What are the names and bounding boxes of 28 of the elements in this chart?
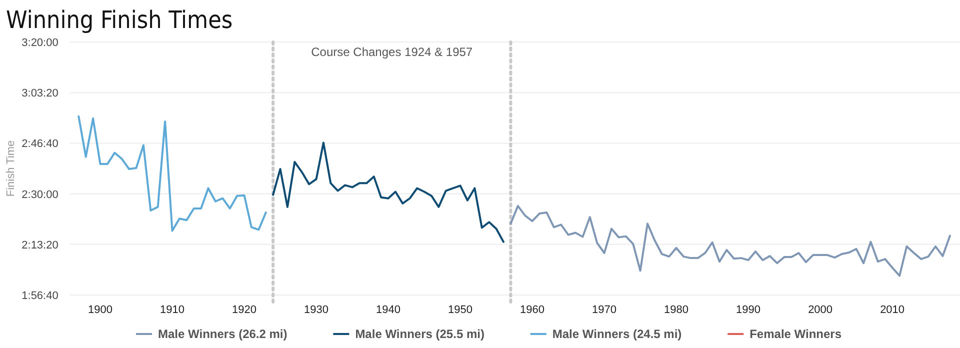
x-tick-label: 1960: [520, 304, 545, 316]
legend-label: Male Winners (24.5 mi): [552, 327, 682, 341]
x-tick-label: 1940: [376, 304, 401, 316]
y-tick-label: 2:46:40: [22, 138, 58, 150]
line-series: [272, 142, 504, 243]
x-tick-label: 1970: [592, 304, 617, 316]
line-series: [78, 115, 267, 232]
x-tick-label: 2010: [880, 304, 905, 316]
x-tick-label: 1900: [88, 304, 112, 316]
y-tick-label: 2:30:00: [22, 188, 58, 201]
annotation: Course Changes 1924 & 1957: [311, 45, 473, 59]
x-tick-label: 2000: [808, 304, 833, 316]
y-tick-label: 1:56:40: [22, 290, 58, 302]
y-axis-title: Finish Time: [5, 140, 17, 197]
x-tick-label: 1980: [664, 304, 689, 316]
legend-label: Female Winners: [750, 327, 842, 341]
line-series: [510, 204, 951, 277]
chart-title: Winning Finish Times: [6, 6, 233, 34]
x-tick-label: 1930: [304, 304, 329, 316]
x-tick-label: 1950: [448, 304, 473, 316]
x-tick-label: 1910: [160, 304, 184, 316]
y-tick-label: 3:20:00: [22, 37, 58, 49]
y-tick-label: 2:13:20: [22, 239, 58, 252]
x-tick-label: 1990: [736, 304, 761, 316]
y-tick-label: 3:03:20: [22, 88, 58, 100]
x-tick-label: 1920: [232, 304, 256, 316]
legend-label: Male Winners (25.5 mi): [355, 327, 484, 341]
legend-label: Male Winners (26.2 mi): [158, 327, 288, 341]
